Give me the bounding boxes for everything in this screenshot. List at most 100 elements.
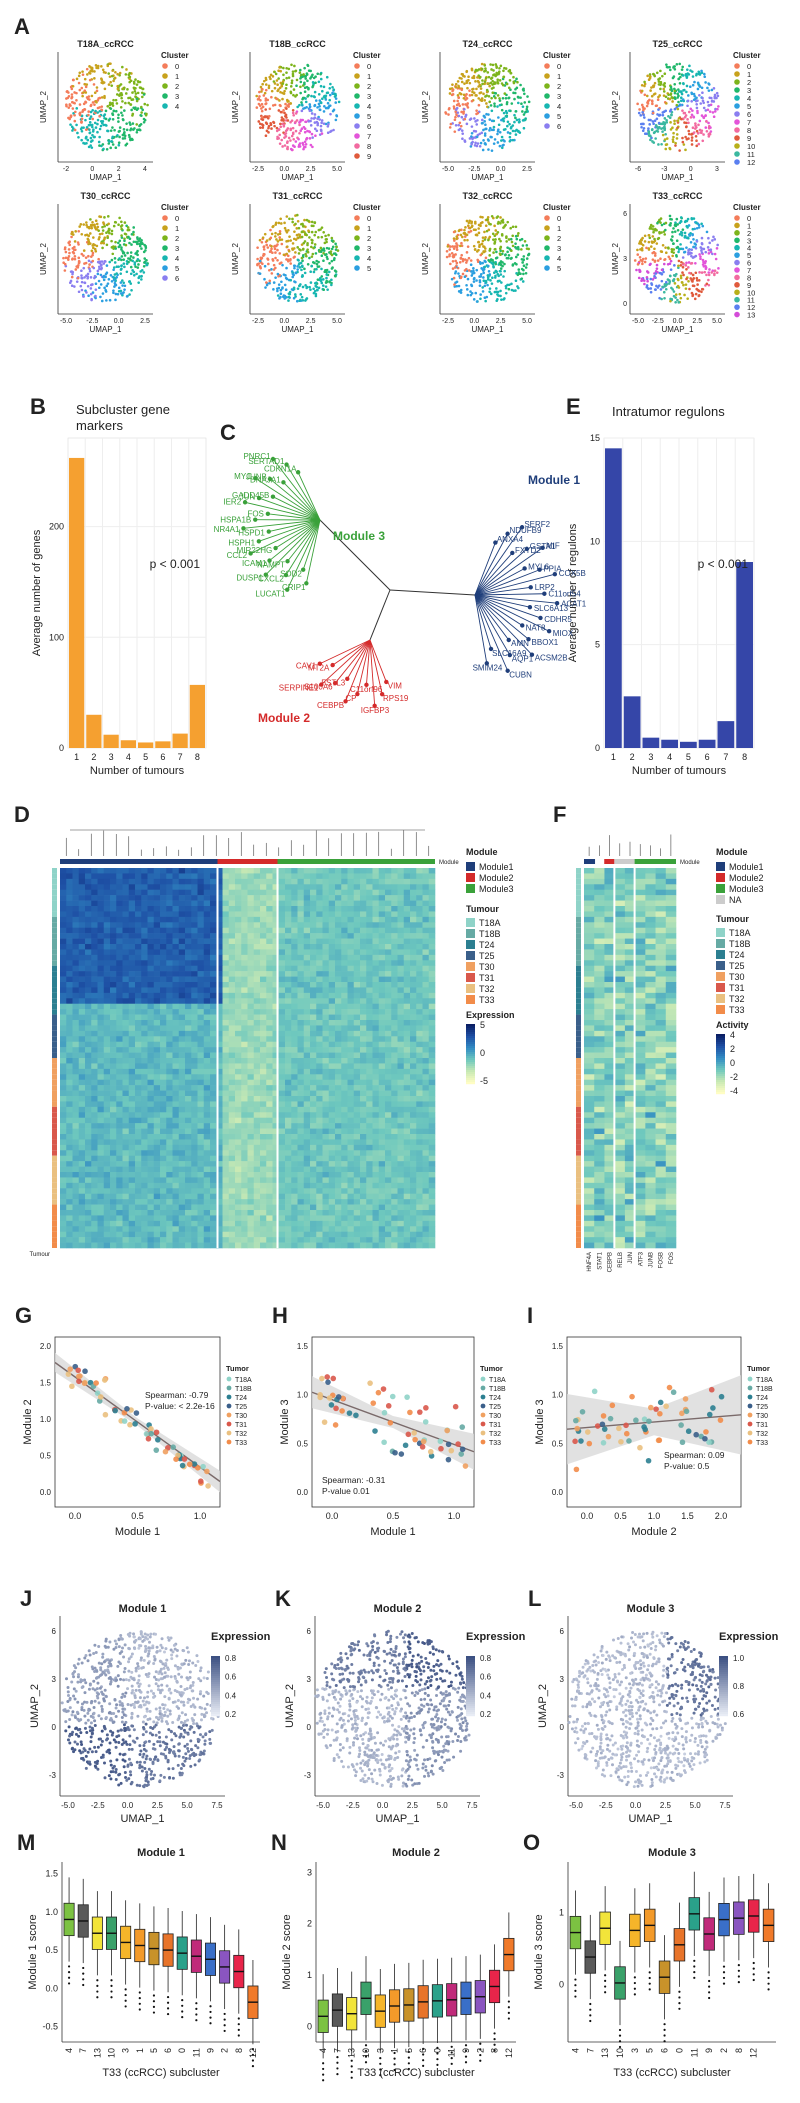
heatmap-cell xyxy=(91,868,98,874)
umap-point xyxy=(526,95,529,98)
umap-point xyxy=(477,248,480,252)
umap-point xyxy=(490,261,494,265)
heatmap-cell xyxy=(260,878,267,885)
bar-8 xyxy=(189,684,205,748)
heatmap-cell xyxy=(141,889,148,896)
tree-node xyxy=(270,494,276,499)
umap-point xyxy=(498,252,502,255)
umap-legend-label: 8 xyxy=(367,142,371,151)
umap-point xyxy=(638,270,642,273)
umap-point xyxy=(698,253,701,256)
umap-point xyxy=(287,295,291,299)
umap-point xyxy=(496,215,500,218)
umap-point xyxy=(101,143,105,146)
umap-point xyxy=(465,233,469,237)
heatmap-cell xyxy=(428,944,436,950)
umap-point xyxy=(278,133,281,137)
umap-point xyxy=(696,81,700,85)
heatmap-cell xyxy=(341,906,348,912)
heatmap-cell xyxy=(322,922,330,929)
umap-point xyxy=(685,75,689,78)
umap-point xyxy=(715,96,718,100)
umap-point xyxy=(105,299,108,302)
umap-point xyxy=(296,136,299,140)
heatmap-cell xyxy=(66,889,73,896)
umap-point xyxy=(659,87,662,91)
umap-point xyxy=(486,215,490,219)
heatmap-cell xyxy=(147,949,155,956)
umap-point xyxy=(322,110,326,113)
heatmap-cell xyxy=(385,895,392,901)
umap-point xyxy=(457,128,461,132)
umap-point xyxy=(291,70,295,73)
umap-point xyxy=(285,66,288,70)
umap-point xyxy=(110,74,114,78)
umap-point xyxy=(468,94,472,97)
umap-point xyxy=(319,246,323,250)
umap-point xyxy=(514,242,517,245)
umap-point xyxy=(278,236,282,239)
umap-point xyxy=(650,282,653,285)
heatmap-tumour-bar xyxy=(52,1215,57,1221)
umap-point xyxy=(660,127,663,130)
umap-point xyxy=(651,235,655,238)
heatmap-cell xyxy=(303,889,311,896)
umap-point xyxy=(700,131,703,135)
umap-point xyxy=(481,79,484,82)
umap-point xyxy=(313,243,317,246)
umap-point xyxy=(499,216,502,219)
umap-legend-label: 0 xyxy=(747,62,751,71)
umap-point xyxy=(112,109,116,113)
umap-point xyxy=(261,262,264,266)
heatmap-cell xyxy=(147,884,155,891)
heatmap-cell xyxy=(247,944,255,950)
umap-point xyxy=(640,125,643,129)
umap-point xyxy=(499,239,502,243)
umap-point xyxy=(288,235,291,238)
heatmap-cell xyxy=(197,960,205,967)
umap-point xyxy=(684,283,688,286)
umap-point xyxy=(509,88,512,92)
umap-point xyxy=(114,109,118,113)
umap-point xyxy=(130,288,133,292)
umap-point xyxy=(683,121,686,124)
umap-legend-label: 7 xyxy=(747,118,751,127)
umap-point xyxy=(130,233,134,236)
umap-point xyxy=(636,263,640,266)
umap-point xyxy=(70,284,74,287)
umap-point xyxy=(317,102,321,106)
umap-point xyxy=(334,101,338,104)
umap-point xyxy=(686,266,690,269)
heatmap-cell xyxy=(153,889,161,896)
heatmap-cell xyxy=(147,944,155,950)
umap-point xyxy=(319,77,323,81)
umap-point xyxy=(285,128,289,132)
umap-point xyxy=(649,277,653,281)
heatmap-cell xyxy=(228,944,236,950)
heatmap-cell xyxy=(247,938,255,945)
heatmap-cell xyxy=(128,927,136,934)
umap-point xyxy=(88,267,91,271)
heatmap-tumour-bar xyxy=(52,889,57,896)
heatmap-cell xyxy=(85,906,92,912)
umap-point xyxy=(331,245,335,249)
umap-point xyxy=(502,226,505,229)
umap-legend-swatch xyxy=(354,73,360,79)
umap-point xyxy=(114,247,118,250)
umap-point xyxy=(330,253,334,257)
umap-point xyxy=(684,264,688,267)
umap-point xyxy=(312,287,315,291)
heatmap-cell xyxy=(253,906,261,912)
umap-point xyxy=(102,262,106,265)
heatmap-cell xyxy=(78,944,86,950)
umap-point xyxy=(273,245,276,248)
umap-point xyxy=(499,267,503,270)
heatmap-cell xyxy=(422,938,430,945)
umap-point xyxy=(143,257,147,260)
heatmap-cell xyxy=(285,873,292,880)
umap-point xyxy=(260,102,264,106)
heatmap-cell xyxy=(60,949,67,956)
heatmap-cell xyxy=(341,922,348,929)
umap-point xyxy=(497,128,500,132)
